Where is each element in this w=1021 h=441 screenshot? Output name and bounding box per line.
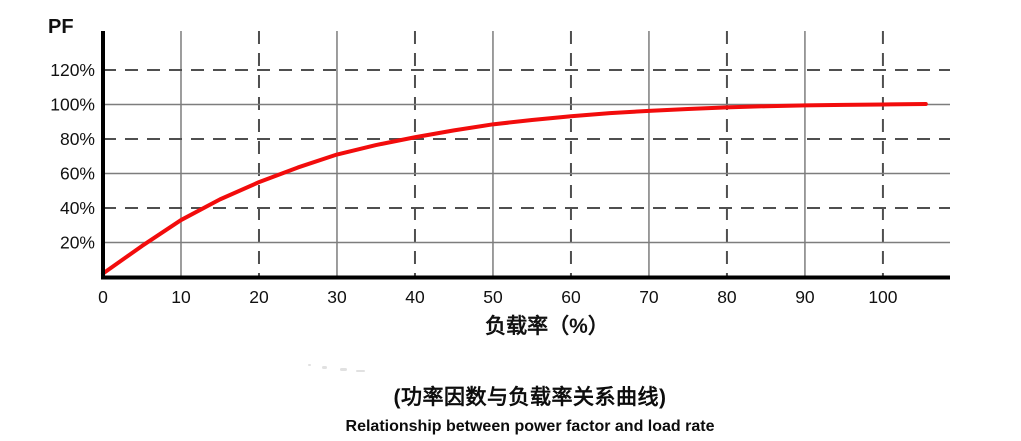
y-tick-label: 80% bbox=[60, 129, 95, 149]
pf-curve bbox=[101, 101, 928, 276]
x-tick-label: 50 bbox=[483, 287, 503, 307]
y-tick-label: 60% bbox=[60, 163, 95, 183]
x-tick-label: 40 bbox=[405, 287, 425, 307]
x-tick-label: 70 bbox=[639, 287, 659, 307]
x-tick-label: 20 bbox=[249, 287, 269, 307]
x-tick-label: 0 bbox=[98, 287, 108, 307]
x-tick-label: 60 bbox=[561, 287, 581, 307]
x-axis-title: 负载率（%） bbox=[485, 314, 609, 338]
x-tick-label: 80 bbox=[717, 287, 737, 307]
x-tick-label: 10 bbox=[171, 287, 191, 307]
y-tick-label: 120% bbox=[50, 60, 95, 80]
pf-load-rate-chart: 0 10 20 30 40 50 60 70 80 90 100 20% 40% 60% 80% 100% 12… bbox=[48, 16, 950, 338]
scan-artifact bbox=[306, 362, 368, 374]
x-tick-label: 90 bbox=[795, 287, 815, 307]
y-tick-label: 20% bbox=[60, 232, 95, 252]
x-tick-label: 30 bbox=[327, 287, 347, 307]
y-tick-label: 40% bbox=[60, 198, 95, 218]
y-tick-label: 100% bbox=[50, 94, 95, 114]
chart-title-cn: (功率因数与负载率关系曲线) bbox=[393, 386, 667, 409]
chart-title-en: Relationship between power factor and lo… bbox=[345, 418, 715, 435]
y-axis-title: PF bbox=[48, 16, 74, 38]
x-tick-label: 100 bbox=[868, 287, 897, 307]
